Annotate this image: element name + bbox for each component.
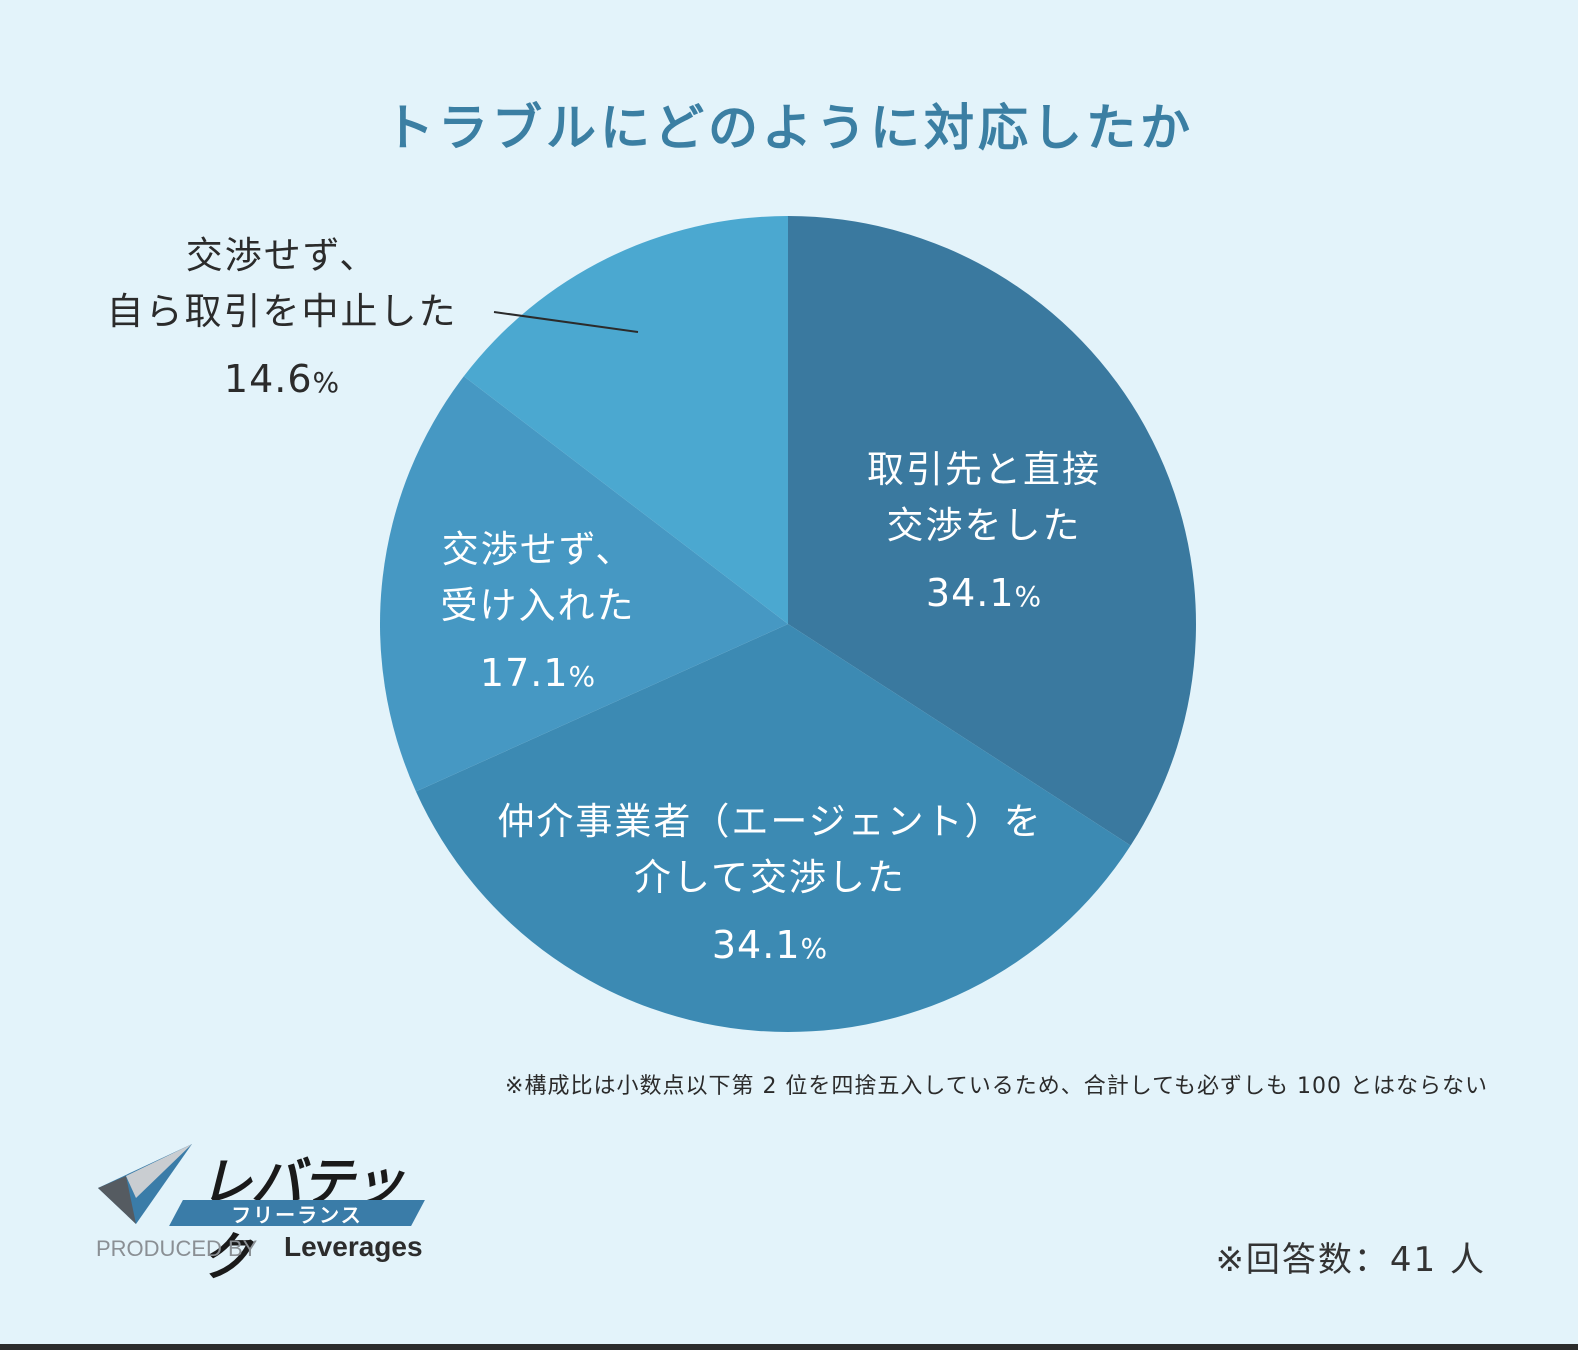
logo-brand: Leverages [284, 1231, 423, 1262]
pie-slice-0 [788, 216, 1197, 846]
levtech-freelance-logo: レバテック フリーランス PRODUCED BY Leverages [96, 1138, 436, 1288]
slice-label-stopped-trading: 交渉せず、 自ら取引を中止した 14.6% [92, 228, 472, 408]
slice-label-line: 交渉せず、 [441, 528, 635, 571]
slice-label-line: 自ら取引を中止した [106, 289, 458, 333]
leader-line [493, 311, 639, 333]
footnote: ※構成比は小数点以下第 2 位を四捨五入しているため、合計しても必ずしも 100… [505, 1074, 1488, 1099]
slice-percentage: 34.1% [711, 923, 829, 967]
slice-label-line: 交渉をした [886, 503, 1082, 547]
slice-label-line: 受け入れた [440, 583, 636, 627]
chart-title: トラブルにどのように対応したか [384, 99, 1194, 157]
respondent-count: ※回答数：41 人 [1215, 1240, 1486, 1280]
slice-percentage: 14.6% [223, 357, 341, 401]
pie-slice-3 [463, 216, 788, 624]
slice-label-accepted: 交渉せず、 受け入れた 17.1% [441, 522, 636, 702]
logo-produced-by: PRODUCED BY [96, 1236, 258, 1261]
slice-label-line: 交渉せず、 [185, 234, 379, 277]
slice-percentage: 17.1% [479, 651, 597, 695]
slice-label-agent-negotiation: 仲介事業者（エージェント）を 介して交渉した 34.1% [497, 794, 1042, 974]
pie-slice-1 [415, 624, 1131, 1033]
slice-percentage: 34.1% [925, 571, 1043, 615]
pie-slice-2 [379, 376, 788, 792]
slice-label-line: 取引先と直接 [867, 448, 1101, 491]
logo-subtitle: フリーランス [231, 1203, 363, 1227]
slice-label-direct-negotiation: 取引先と直接 交渉をした 34.1% [867, 442, 1101, 622]
slice-label-line: 仲介事業者（エージェント）を [497, 800, 1043, 843]
slice-label-line: 介して交渉した [634, 855, 906, 899]
logo-mark-icon [98, 1144, 192, 1224]
bottom-border [0, 1344, 1578, 1350]
